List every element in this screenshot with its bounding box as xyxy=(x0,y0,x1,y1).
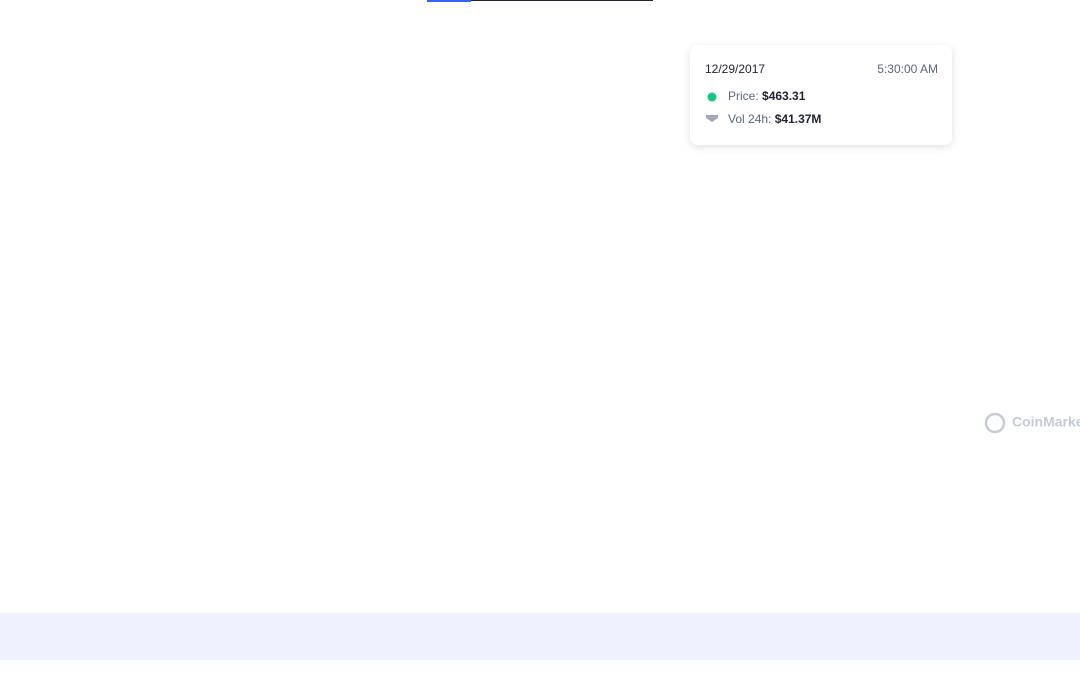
price-value: $463.31 xyxy=(762,89,806,103)
tooltip-time: 5:30:00 AM xyxy=(877,62,938,76)
navigator xyxy=(0,613,1080,660)
vol-label: Vol 24h: xyxy=(728,112,771,126)
tooltip-price: Price: $463.31 xyxy=(728,89,806,103)
tooltip: 12/29/2017 5:30:00 AM Price: $463.31 Vol… xyxy=(690,45,952,145)
tooltip-box xyxy=(690,45,952,145)
price-label: Price: xyxy=(728,89,759,103)
tab-line xyxy=(471,0,653,1)
tab-active xyxy=(427,0,471,2)
tooltip-date: 12/29/2017 xyxy=(705,62,765,76)
price-dot xyxy=(707,92,717,102)
watermark: CoinMarketCap xyxy=(984,412,1080,434)
vol-value: $41.37M xyxy=(775,112,822,126)
watermark-text: CoinMarketCap xyxy=(1012,414,1080,430)
tooltip-vol: Vol 24h: $41.37M xyxy=(728,112,821,126)
vol-icon xyxy=(706,115,718,122)
